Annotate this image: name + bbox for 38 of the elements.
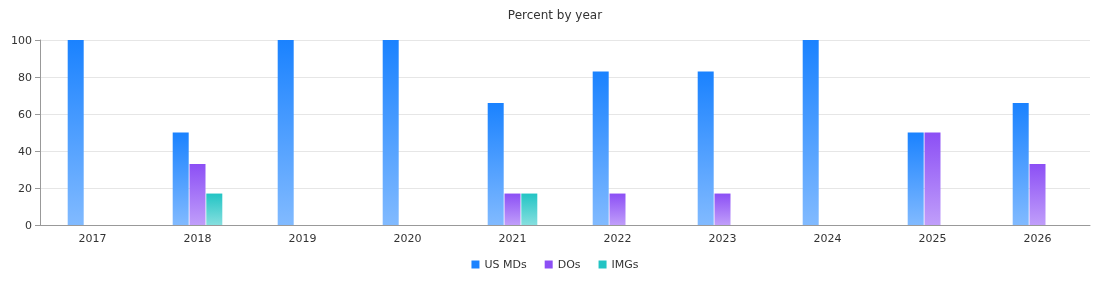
y-tick-label: 0 [25,218,32,232]
y-tick-label: 100 [11,33,32,47]
x-tick-label: 2024 [813,232,842,245]
x-tick-label: 2019 [288,232,317,245]
x-tick-label: 2021 [498,232,527,245]
bar [521,193,538,225]
bar [1029,163,1046,225]
bar [924,132,941,225]
bar [172,132,189,225]
y-tick-label: 60 [18,107,32,121]
bar [1012,102,1029,225]
x-tick-label: 2020 [393,232,422,245]
bar [907,132,924,225]
bar [714,193,731,225]
bar [206,193,223,225]
legend-label: IMGs [611,258,639,271]
bar [609,193,626,225]
x-tick-label: 2017 [78,232,107,245]
y-tick-label: 20 [18,181,32,195]
bar [382,40,399,225]
bar [67,40,84,225]
legend-label: US MDs [484,258,527,271]
x-tick-label: 2022 [603,232,632,245]
bar [802,40,819,225]
bar [504,193,521,225]
bar [277,40,294,225]
x-tick-label: 2026 [1023,232,1052,245]
bar [592,71,609,225]
legend-label: DOs [557,258,581,271]
x-tick-label: 2025 [918,232,947,245]
chart-title: Percent by year [507,8,603,22]
bar [487,102,504,225]
y-tick-label: 80 [18,70,32,84]
x-tick-label: 2018 [183,232,212,245]
y-tick-label: 40 [18,144,32,158]
bar [189,163,206,225]
x-tick-label: 2023 [708,232,737,245]
bar [697,71,714,225]
